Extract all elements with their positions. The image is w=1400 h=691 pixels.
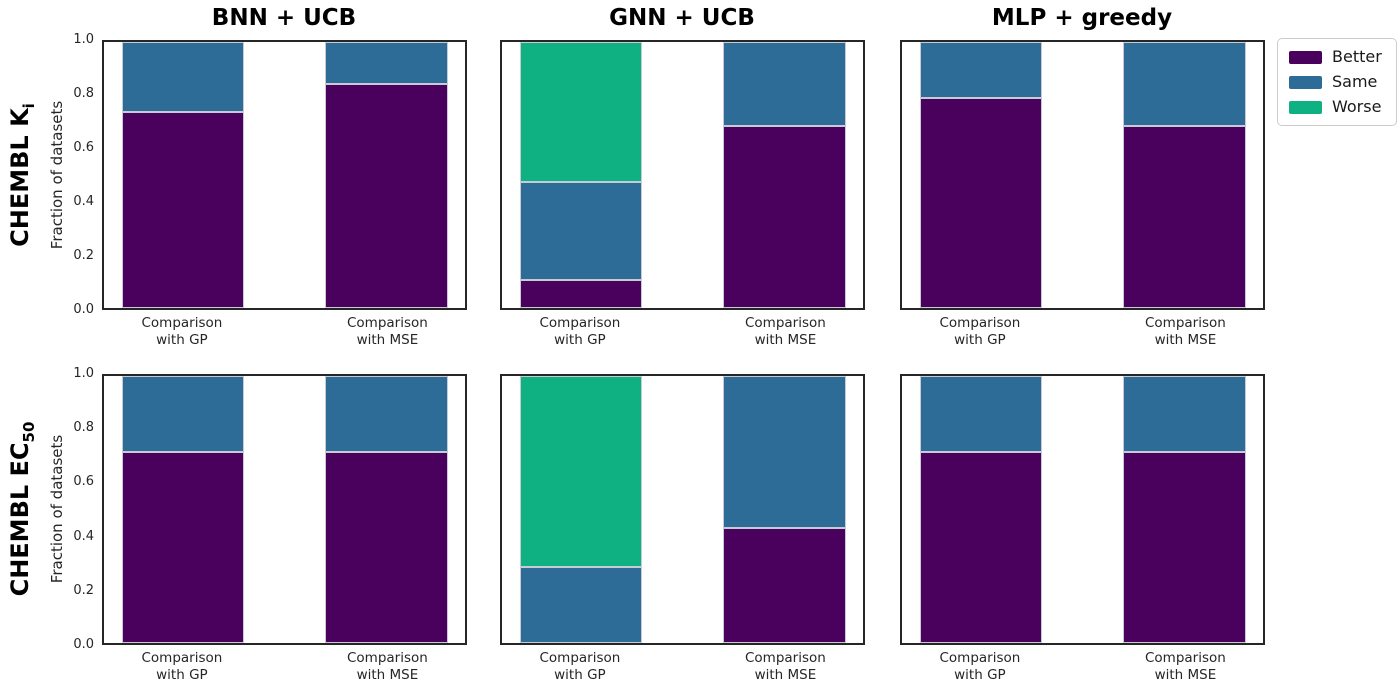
bar-segment-worse [519, 42, 643, 183]
row-label-subscript: i [19, 103, 38, 109]
row-label-text: CHEMBL K [6, 108, 35, 247]
bar-segment-better [121, 111, 245, 308]
legend-swatch-worse [1289, 100, 1322, 114]
bar-segment-same [519, 566, 643, 643]
legend-label-worse: Worse [1332, 97, 1382, 116]
legend-label-better: Better [1332, 47, 1382, 66]
y-tick-label: 0.6 [73, 140, 94, 155]
bar-segment-better [121, 452, 245, 643]
bar-segment-same [121, 376, 245, 453]
stacked-bar-comparison-with-gp [121, 42, 245, 308]
x-tick-label: Comparison with GP [939, 650, 1021, 683]
stacked-bar-comparison-with-gp [919, 42, 1043, 308]
bar-segment-same [519, 182, 643, 281]
bar-segment-same [919, 376, 1043, 453]
stacked-bar-comparison-with-mse [722, 376, 846, 643]
y-tick-label: 0.2 [73, 582, 94, 598]
y-tick-label: 0.4 [73, 528, 94, 544]
y-tick-label: 0.8 [73, 86, 94, 101]
row-label-subscript: 50 [19, 421, 38, 443]
y-axis-label-row2: Fraction of datasets [48, 434, 66, 584]
legend-item-better: Better [1289, 48, 1385, 66]
x-tick-label: Comparison with MSE [745, 315, 826, 348]
x-tick-label: Comparison with MSE [347, 650, 428, 683]
row-label-chembl-ec50: CHEMBL EC50 [6, 422, 38, 597]
stacked-bar-comparison-with-gp [121, 376, 245, 643]
legend-swatch-same [1289, 75, 1322, 89]
x-tick-label: Comparison with GP [141, 650, 223, 683]
legend-item-worse: Worse [1289, 98, 1385, 116]
bar-segment-better [519, 280, 643, 308]
bar-segment-better [919, 98, 1043, 308]
axes-chembl-k-i-bnn-ucb [102, 40, 467, 310]
stacked-bar-comparison-with-gp [519, 42, 643, 308]
axes-chembl-ec-50-gnn-ucb [500, 374, 865, 645]
legend-label-same: Same [1332, 72, 1378, 91]
y-tick-label: 1.0 [73, 32, 94, 47]
axes-chembl-k-i-mlp-greedy [900, 40, 1265, 310]
y-axis-label-row1: Fraction of datasets [48, 100, 66, 250]
y-tick-label: 0.0 [73, 302, 94, 317]
y-tick-label: 0.8 [73, 420, 94, 436]
row-label-text: CHEMBL EC [6, 442, 35, 597]
column-title-gnn-ucb: GNN + UCB [609, 5, 755, 31]
x-tick-label: Comparison with MSE [1145, 315, 1226, 348]
bar-segment-same [324, 376, 448, 453]
stacked-bar-comparison-with-mse [722, 42, 846, 308]
stacked-bar-comparison-with-mse [324, 376, 448, 643]
column-title-bnn-ucb: BNN + UCB [211, 5, 357, 31]
axes-chembl-ec-50-bnn-ucb [102, 374, 467, 645]
x-tick-label: Comparison with MSE [1145, 650, 1226, 683]
x-tick-label: Comparison with MSE [347, 315, 428, 348]
y-tick-label: 0.2 [73, 248, 94, 263]
stacked-bar-comparison-with-gp [519, 376, 643, 643]
legend: Better Same Worse [1277, 38, 1397, 126]
axes-chembl-k-i-gnn-ucb [500, 40, 865, 310]
bar-segment-worse [519, 376, 643, 567]
bar-segment-better [919, 452, 1043, 643]
y-tick-label: 0.6 [73, 474, 94, 490]
x-tick-label: Comparison with MSE [745, 650, 826, 683]
stacked-bar-comparison-with-mse [1122, 376, 1246, 643]
column-title-mlp-greedy: MLP + greedy [991, 5, 1173, 31]
bar-segment-same [722, 42, 846, 127]
x-tick-label: Comparison with GP [141, 315, 223, 348]
stacked-bar-comparison-with-gp [919, 376, 1043, 643]
y-tick-label: 0.4 [73, 194, 94, 209]
row-label-chembl-ki: CHEMBL Ki [6, 103, 38, 247]
bar-segment-better [1122, 126, 1246, 308]
y-tick-label: 0.0 [73, 637, 94, 652]
legend-item-same: Same [1289, 73, 1385, 91]
bar-segment-better [324, 84, 448, 308]
y-tick-label: 1.0 [73, 366, 94, 381]
x-tick-label: Comparison with GP [539, 315, 621, 348]
legend-swatch-better [1289, 50, 1322, 64]
bar-segment-same [121, 42, 245, 112]
stacked-bar-comparison-with-mse [324, 42, 448, 308]
bar-segment-better [722, 528, 846, 643]
x-tick-label: Comparison with GP [939, 315, 1021, 348]
bar-segment-same [1122, 42, 1246, 127]
x-tick-label: Comparison with GP [539, 650, 621, 683]
stacked-bar-comparison-with-mse [1122, 42, 1246, 308]
bar-segment-same [324, 42, 448, 85]
bar-segment-better [722, 126, 846, 308]
bar-segment-better [1122, 452, 1246, 643]
axes-chembl-ec-50-mlp-greedy [900, 374, 1265, 645]
bar-segment-same [1122, 376, 1246, 453]
bar-segment-same [722, 376, 846, 529]
bar-segment-better [324, 452, 448, 643]
bar-segment-same [919, 42, 1043, 99]
